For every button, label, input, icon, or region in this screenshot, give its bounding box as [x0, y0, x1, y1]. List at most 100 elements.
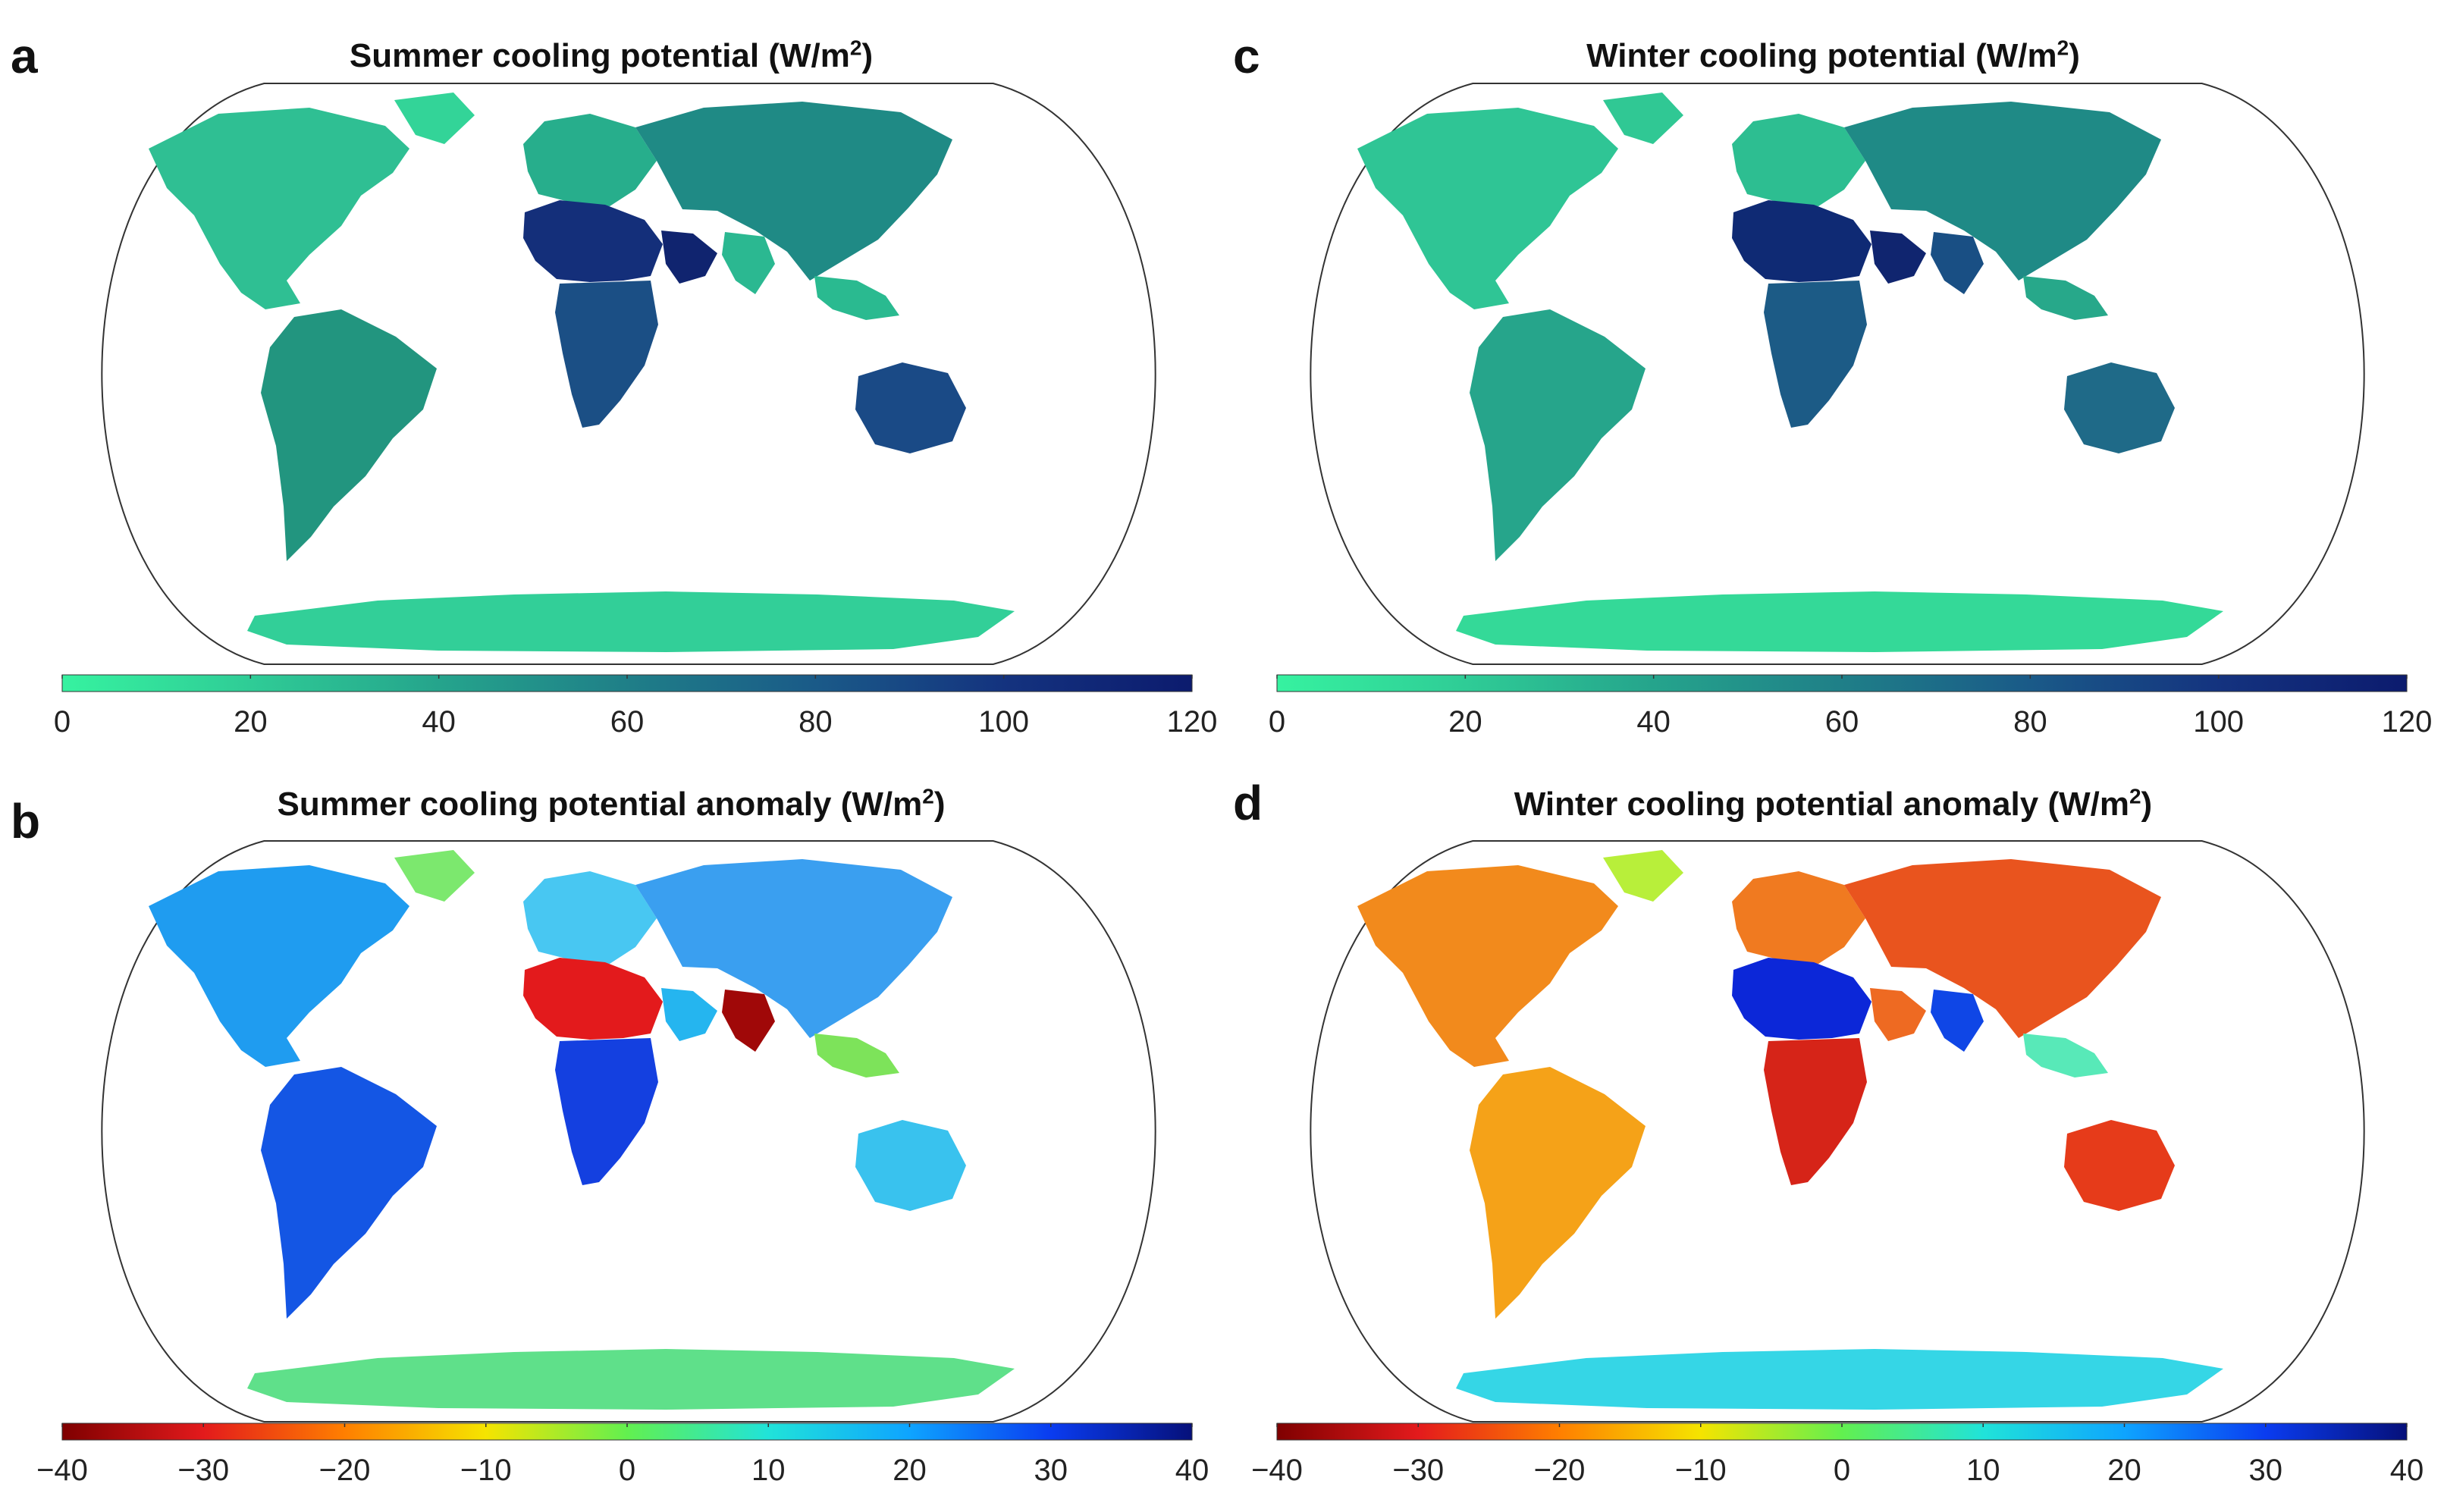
region-europe: [523, 114, 657, 206]
colorbar-tick-label: 60: [610, 705, 645, 739]
colorbar-tick-label: 10: [1966, 1454, 2000, 1487]
colorbar-tick-label: −30: [1392, 1454, 1445, 1487]
colorbar-tick-label: −10: [1674, 1454, 1727, 1487]
region-australia: [855, 362, 966, 453]
colorbar-tick-label: 0: [1268, 705, 1286, 739]
region-sea-islands: [814, 276, 899, 320]
panel-a: a Summer cooling potential (W/m2) 0 20 40 6…: [0, 0, 1222, 756]
world-map: [1310, 83, 2365, 665]
colorbar: [1276, 1423, 2408, 1441]
region-sea-islands: [2023, 1034, 2108, 1078]
region-south-america: [261, 309, 437, 561]
colorbar-tick-label: 40: [1636, 705, 1671, 739]
colorbar-tick-label: −40: [1251, 1454, 1303, 1487]
colorbar-tick-label: 20: [2107, 1454, 2141, 1487]
colorbar-tick-label: 80: [798, 705, 833, 739]
region-australia: [2064, 1120, 2175, 1211]
colorbar-tick-label: −10: [460, 1454, 512, 1487]
panel-title: Winter cooling potential anomaly (W/m2): [1514, 784, 2153, 823]
colorbar-tick-label: 20: [234, 705, 268, 739]
region-asia: [635, 859, 952, 1038]
region-africa-south: [1764, 281, 1867, 428]
colorbar: [61, 674, 1193, 692]
colorbar-tick-label: 0: [1833, 1454, 1851, 1487]
region-antarctica: [1456, 1349, 2223, 1410]
region-australia: [855, 1120, 966, 1211]
region-greenland: [394, 93, 475, 144]
colorbar: [1276, 674, 2408, 692]
region-europe: [1732, 114, 1865, 206]
region-greenland: [1603, 850, 1683, 902]
region-africa-south: [555, 281, 658, 428]
region-africa-north: [1732, 200, 1871, 282]
region-india: [1931, 232, 1984, 294]
region-arabia: [1870, 231, 1926, 284]
region-antarctica: [1456, 591, 2223, 652]
colorbar-tick-label: 60: [1824, 705, 1859, 739]
panel-label: a: [11, 29, 38, 83]
colorbar-tick-label: 10: [751, 1454, 786, 1487]
colorbar-tick-label: 100: [2193, 705, 2245, 739]
region-australia: [2064, 362, 2175, 453]
region-greenland: [1603, 93, 1683, 144]
world-map: [1310, 840, 2365, 1423]
region-asia: [1844, 102, 2161, 281]
region-india: [722, 232, 775, 294]
region-asia: [635, 102, 952, 281]
colorbar-tick-label: 30: [1034, 1454, 1068, 1487]
region-north-america: [1357, 865, 1618, 1067]
colorbar-tick-label: −30: [177, 1454, 230, 1487]
region-india: [722, 990, 775, 1052]
colorbar-tick-label: 40: [1175, 1454, 1209, 1487]
colorbar-tick-label: −20: [318, 1454, 371, 1487]
region-africa-north: [1732, 958, 1871, 1040]
region-arabia: [1870, 988, 1926, 1041]
region-africa-south: [1764, 1038, 1867, 1185]
region-south-america: [261, 1067, 437, 1319]
panel-label: c: [1233, 29, 1260, 83]
world-map: [101, 83, 1156, 665]
panel-title: Summer cooling potential anomaly (W/m2): [277, 784, 946, 823]
world-map: [101, 840, 1156, 1423]
region-north-america: [1357, 108, 1618, 309]
colorbar-tick-label: 20: [893, 1454, 927, 1487]
colorbar-tick-label: 120: [2381, 705, 2433, 739]
panel-label: b: [11, 794, 41, 849]
colorbar-tick-label: 40: [2389, 1454, 2424, 1487]
region-antarctica: [247, 1349, 1015, 1410]
region-arabia: [661, 231, 717, 284]
colorbar-tick-label: 0: [53, 705, 71, 739]
colorbar-tick-label: 100: [978, 705, 1030, 739]
region-north-america: [149, 865, 409, 1067]
colorbar-tick-label: 120: [1166, 705, 1218, 739]
region-africa-south: [555, 1038, 658, 1185]
panel-c: c Winter cooling potential (W/m2) 0 20 40 6…: [1222, 0, 2444, 756]
region-south-america: [1470, 1067, 1646, 1319]
colorbar-tick-label: −20: [1533, 1454, 1586, 1487]
colorbar-tick-label: 40: [422, 705, 456, 739]
colorbar-tick-label: 30: [2248, 1454, 2283, 1487]
panel-d: d Winter cooling potential anomaly (W/m2…: [1222, 756, 2444, 1512]
region-greenland: [394, 850, 475, 902]
colorbar-ticks: −40 −30 −20 −10 0 10 20 30 40: [1251, 1454, 2424, 1493]
colorbar-ticks: 0 20 40 60 80 100 120: [54, 705, 1218, 745]
region-europe: [1732, 871, 1865, 964]
colorbar-ticks: −40 −30 −20 −10 0 10 20 30 40: [36, 1454, 1209, 1493]
colorbar-tick-label: 80: [2013, 705, 2047, 739]
panel-title: Winter cooling potential (W/m2): [1586, 36, 2080, 74]
region-sea-islands: [2023, 276, 2108, 320]
panel-label: d: [1233, 776, 1263, 830]
region-north-america: [149, 108, 409, 309]
region-india: [1931, 990, 1984, 1052]
region-south-america: [1470, 309, 1646, 561]
colorbar-tick-label: 0: [618, 1454, 636, 1487]
panel-b: b Summer cooling potential anomaly (W/m2…: [0, 756, 1222, 1512]
region-asia: [1844, 859, 2161, 1038]
region-europe: [523, 871, 657, 964]
region-antarctica: [247, 591, 1015, 652]
region-sea-islands: [814, 1034, 899, 1078]
region-arabia: [661, 988, 717, 1041]
colorbar-tick-label: −40: [36, 1454, 88, 1487]
region-africa-north: [523, 958, 663, 1040]
panel-title: Summer cooling potential (W/m2): [349, 36, 874, 74]
